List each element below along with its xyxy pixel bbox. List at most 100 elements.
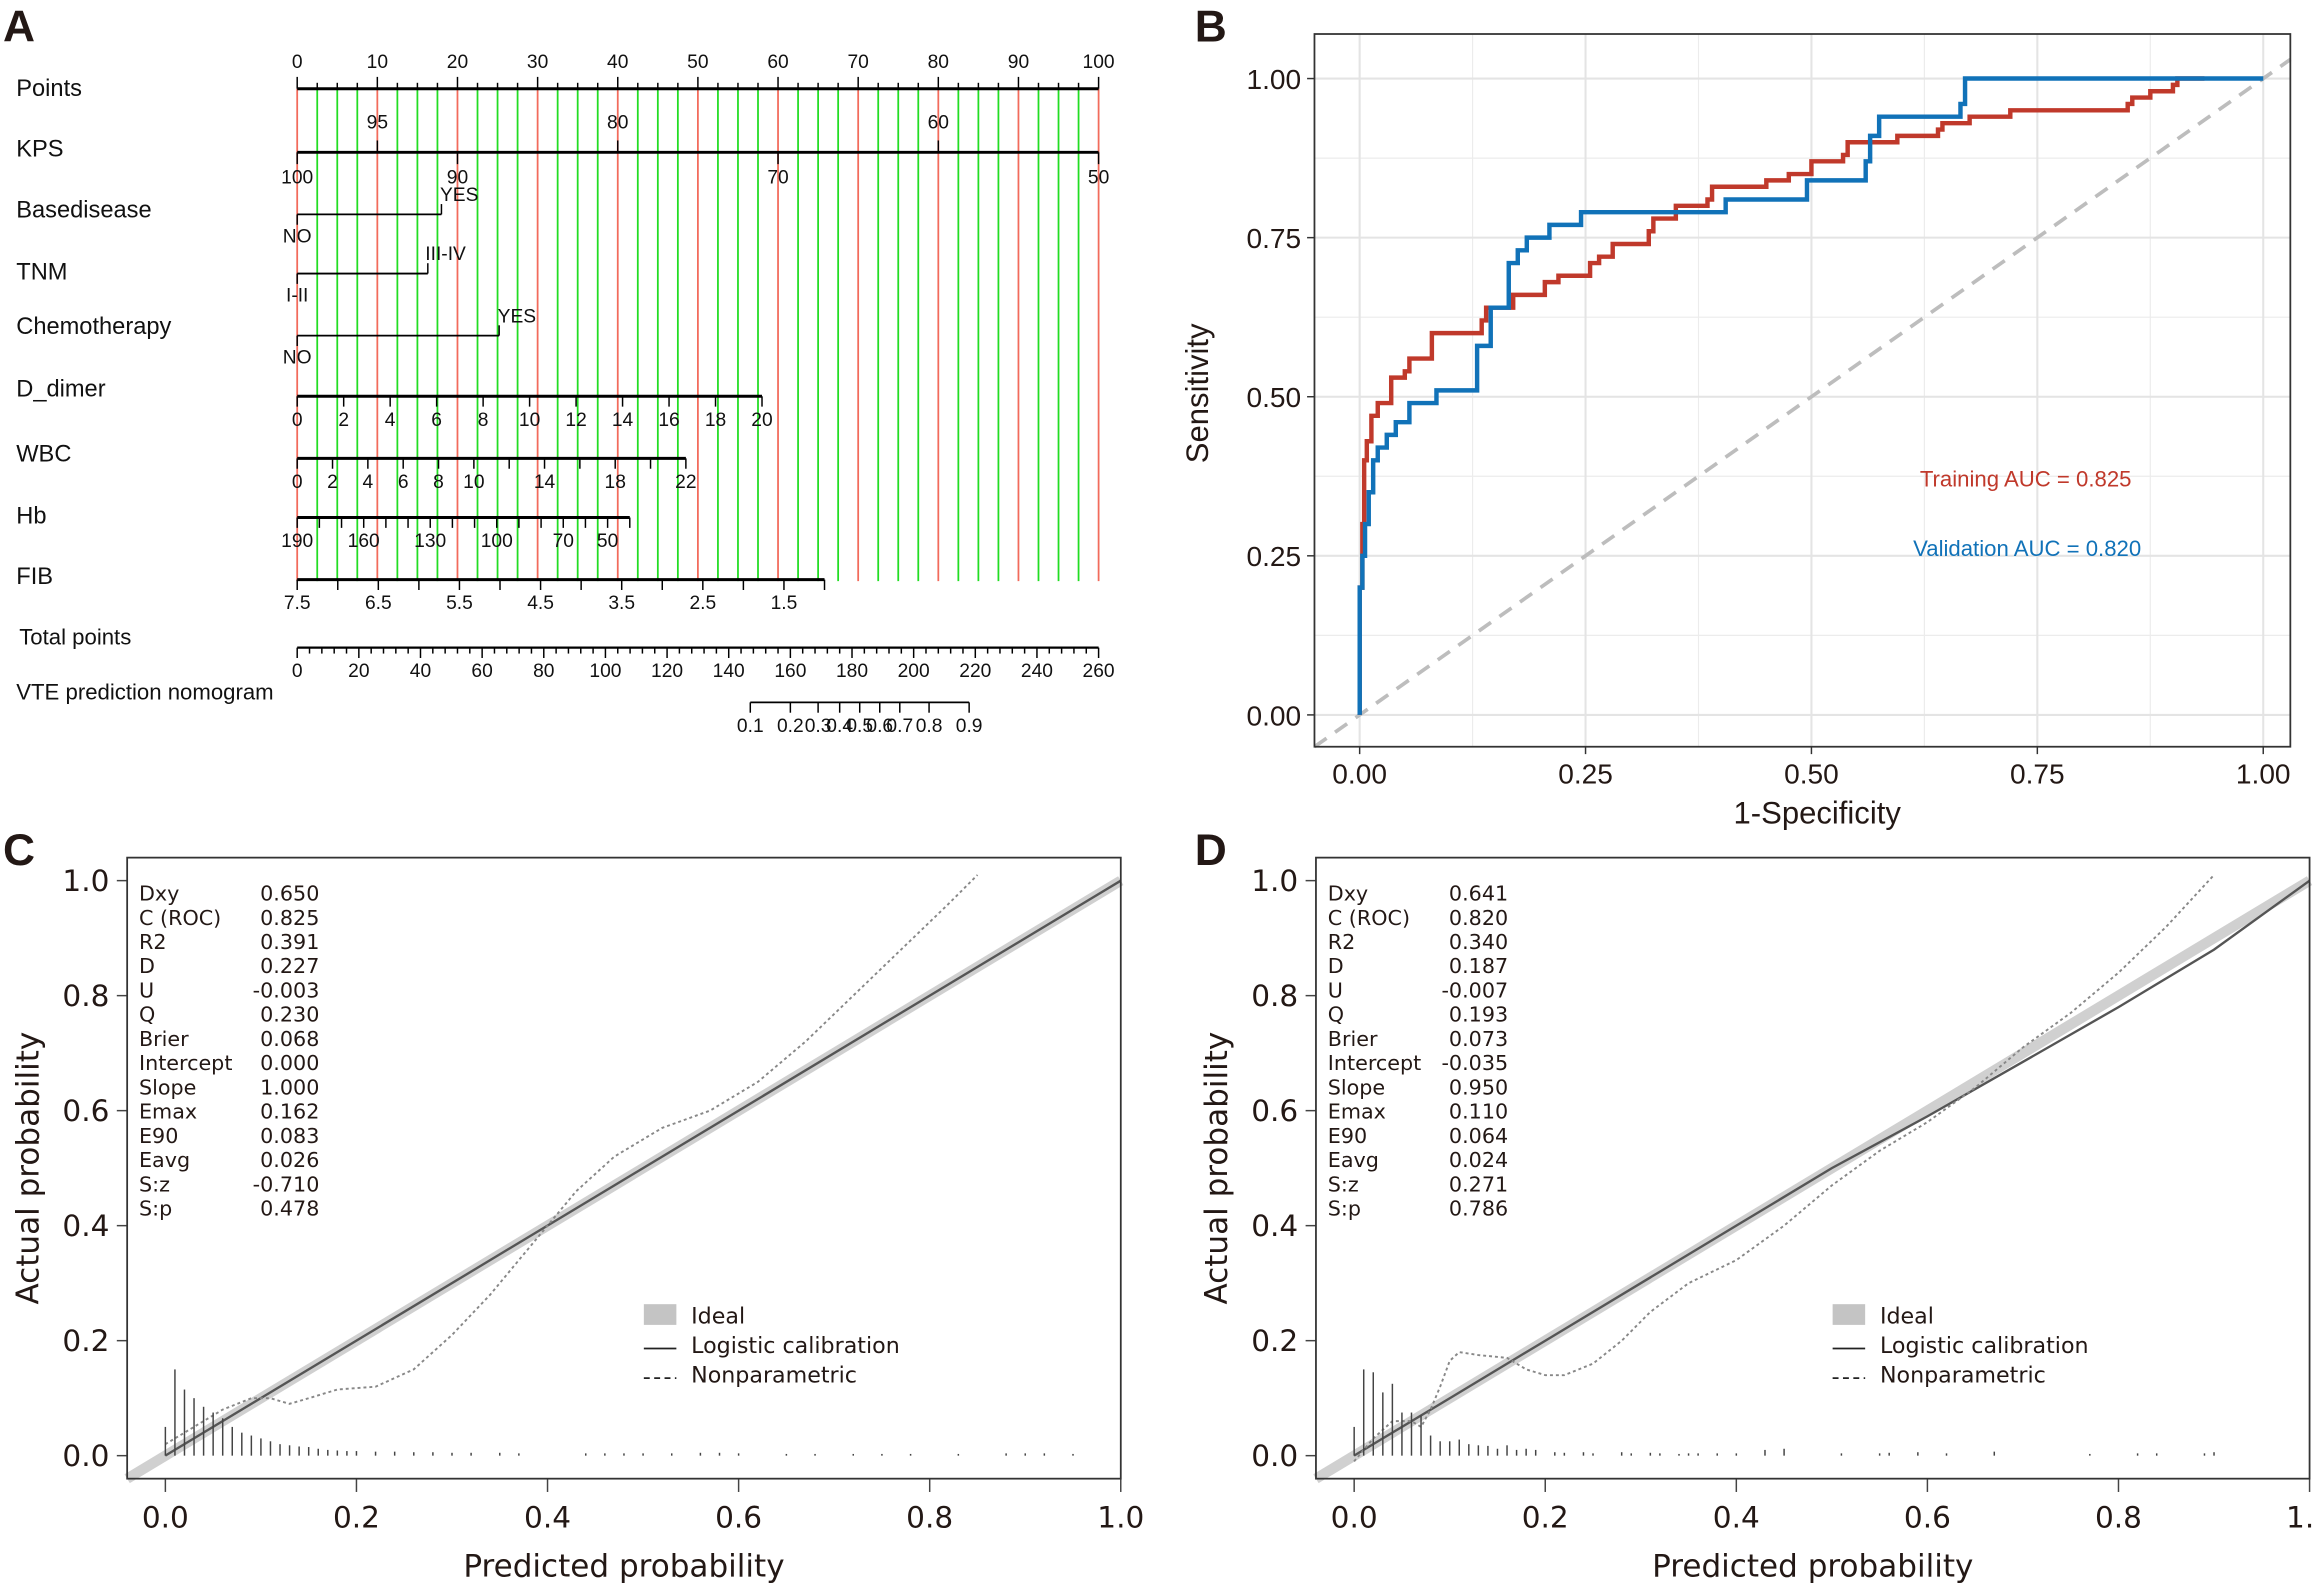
stat-label: U — [139, 979, 154, 1003]
total-points-tick-label: 220 — [959, 661, 991, 682]
points-tick-label: 20 — [447, 52, 468, 73]
x-axis-title: Predicted probability — [1652, 1548, 1973, 1584]
d_dimer-tick-label: 14 — [612, 410, 634, 431]
stat-value: -0.035 — [1441, 1051, 1508, 1075]
stat-label: C (ROC) — [1328, 906, 1410, 930]
stat-label: Brier — [1328, 1027, 1378, 1051]
stat-value: 1.000 — [260, 1076, 319, 1100]
points-tick-label: 0 — [292, 52, 303, 73]
y-axis-title: Actual probability — [1199, 1032, 1235, 1305]
probability-tick-label: 0.4 — [826, 716, 853, 737]
x-tick-label: 0.2 — [333, 1500, 380, 1534]
fib-tick-label: 2.5 — [689, 593, 716, 614]
points-tick-label: 70 — [847, 52, 868, 73]
d_dimer-tick-label: 0 — [292, 410, 303, 431]
d_dimer-tick-label: 16 — [658, 410, 679, 431]
probability-tick-label: 0.2 — [777, 716, 804, 737]
stat-value: 0.478 — [260, 1197, 319, 1221]
stat-value: 0.064 — [1449, 1124, 1508, 1148]
stat-value: 0.340 — [1449, 930, 1508, 954]
total-points-tick-label: 0 — [292, 661, 303, 682]
stat-label: Slope — [139, 1076, 196, 1100]
hb-tick-label: 130 — [414, 531, 446, 552]
wbc-tick-label: 4 — [363, 472, 374, 493]
stat-value: 0.162 — [260, 1100, 319, 1124]
wbc-tick-label: 18 — [605, 472, 626, 493]
y-tick-label: 0.8 — [62, 979, 109, 1013]
stat-label: U — [1328, 979, 1343, 1003]
legend-item-label: Logistic calibration — [691, 1333, 900, 1359]
stat-value: 0.110 — [1449, 1100, 1508, 1124]
row-label-kps: KPS — [16, 137, 63, 163]
row-label-chemotherapy: Chemotherapy — [16, 314, 171, 340]
points-tick-label: 100 — [1083, 52, 1115, 73]
fib-tick-label: 4.5 — [527, 593, 554, 614]
total-points-tick-label: 40 — [410, 661, 431, 682]
total-points-tick-label: 120 — [651, 661, 683, 682]
row-label-points: Points — [16, 76, 82, 102]
y-tick-label: 0.0 — [1251, 1439, 1298, 1473]
points-tick-label: 90 — [1008, 52, 1029, 73]
total-points-tick-label: 80 — [533, 661, 554, 682]
panel-letter-c: C — [3, 826, 35, 875]
probability-axis-label: VTE prediction nomogram — [16, 679, 273, 704]
d_dimer-tick-label: 12 — [565, 410, 586, 431]
stat-label: S:z — [1328, 1173, 1359, 1197]
stat-label: Emax — [139, 1100, 197, 1124]
tnm-tick-label: III-IV — [425, 244, 466, 265]
legend-item-label: Ideal — [1880, 1303, 1934, 1329]
stat-label: Slope — [1328, 1076, 1385, 1100]
stat-value: 0.083 — [260, 1124, 319, 1148]
wbc-tick-label: 22 — [675, 472, 696, 493]
y-axis-title: Sensitivity — [1180, 323, 1215, 463]
nonparametric-line — [1353, 874, 2215, 1462]
validation-roc-curve — [1357, 76, 2264, 715]
stat-value: 0.068 — [260, 1027, 319, 1051]
hb-tick-label: 100 — [481, 531, 513, 552]
y-tick-label: 0.6 — [62, 1094, 109, 1128]
stat-value: 0.825 — [260, 906, 319, 930]
x-tick-label: 0.0 — [1331, 1500, 1378, 1534]
probability-tick-label: 0.8 — [916, 716, 943, 737]
stat-value: 0.026 — [260, 1148, 319, 1172]
points-tick-label: 10 — [367, 52, 388, 73]
stat-label: Eavg — [1328, 1148, 1379, 1172]
points-tick-label: 30 — [527, 52, 548, 73]
total-points-tick-label: 100 — [589, 661, 621, 682]
y-tick-label: 1.0 — [62, 864, 109, 898]
stat-label: S:p — [139, 1197, 172, 1221]
kps-tick-label: 60 — [928, 113, 949, 134]
panel-letter-d: D — [1195, 826, 1227, 875]
points-tick-label: 80 — [928, 52, 949, 73]
plot-border — [1315, 856, 2311, 1480]
x-tick-label: 1.0 — [1097, 1500, 1144, 1534]
roc-panel: 0.00 0.00 0.25 0.25 0.50 0.50 0.75 0.75 1.00 1.00… — [1180, 33, 2292, 831]
legend-ideal-swatch — [643, 1304, 677, 1325]
validation-auc-annotation: Validation AUC = 0.820 — [1913, 536, 2141, 561]
panel-letter-b: B — [1195, 2, 1227, 51]
legend-item-label: Logistic calibration — [1880, 1333, 2089, 1359]
stat-value: 0.641 — [1449, 882, 1508, 906]
legend-item-label: Nonparametric — [691, 1363, 857, 1389]
total-points-tick-label: 20 — [348, 661, 369, 682]
nomogram-panel: Points KPS Basedisease TNM Chemotherapy D_dim… — [16, 52, 1114, 737]
hb-tick-label: 160 — [348, 531, 380, 552]
x-tick-label: 0.6 — [1904, 1500, 1951, 1534]
d_dimer-tick-label: 18 — [705, 410, 726, 431]
stat-value: 0.187 — [1449, 954, 1508, 978]
stat-label: C (ROC) — [139, 906, 221, 930]
stat-value: -0.007 — [1441, 979, 1508, 1003]
points-tick-label: 50 — [687, 52, 708, 73]
x-axis-title: Predicted probability — [463, 1548, 784, 1584]
x-tick-label: 0.75 — [2010, 759, 2065, 790]
probability-tick-label: 0.1 — [737, 716, 764, 737]
stat-label: Q — [139, 1003, 155, 1027]
x-tick-label: 1.0 — [2286, 1500, 2314, 1534]
row-label-d_dimer: D_dimer — [16, 376, 105, 402]
y-tick-label: 0.00 — [1247, 700, 1302, 731]
y-tick-label: 0.6 — [1251, 1094, 1298, 1128]
stat-label: E90 — [1328, 1124, 1367, 1148]
stat-value: 0.391 — [260, 930, 319, 954]
stat-label: Brier — [139, 1027, 189, 1051]
logistic-calibration-line — [1353, 879, 2311, 1457]
